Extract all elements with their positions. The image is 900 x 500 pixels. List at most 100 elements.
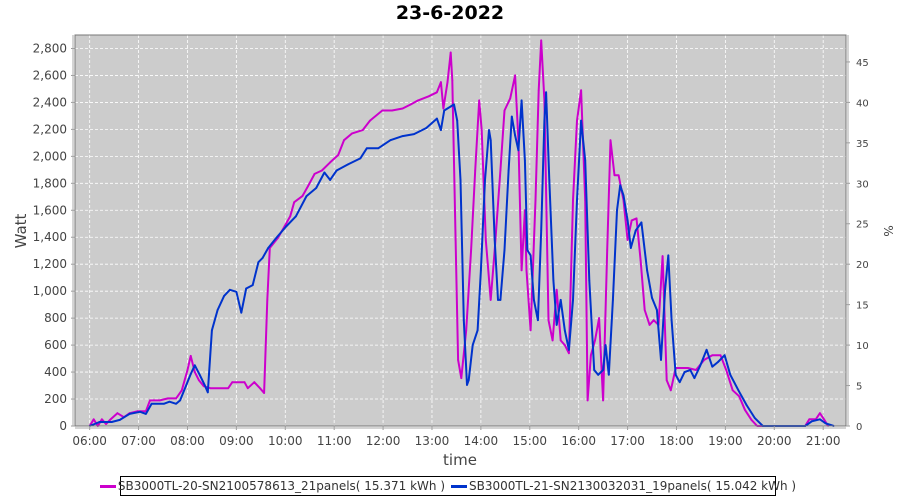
data-point	[206, 391, 209, 394]
data-point	[731, 389, 734, 392]
data-point	[401, 107, 404, 110]
data-point	[640, 221, 643, 224]
y2-tick-label: 35	[856, 139, 869, 150]
y-tick-label: 800	[44, 311, 67, 325]
data-point	[602, 399, 605, 402]
data-point	[193, 371, 196, 373]
data-point	[510, 115, 513, 118]
data-point	[525, 269, 528, 272]
y2-tick-label: 0	[856, 422, 862, 433]
data-point	[266, 299, 269, 301]
data-point	[459, 179, 462, 181]
data-point	[819, 412, 821, 415]
data-point	[665, 379, 668, 382]
data-point	[179, 399, 182, 402]
x-tick-label: 19:00	[708, 434, 743, 448]
data-point	[819, 418, 821, 421]
data-point	[499, 299, 502, 301]
data-point	[563, 329, 566, 332]
data-point	[329, 161, 331, 164]
data-point	[484, 239, 487, 241]
data-point	[745, 404, 748, 407]
data-point	[808, 418, 811, 421]
data-point	[470, 249, 472, 251]
data-point	[235, 290, 238, 293]
x-axis-label: time	[443, 451, 477, 469]
data-point	[619, 184, 622, 187]
data-point	[576, 119, 578, 122]
legend-label: SB3000TL-20-SN2100578613_21panels( 15.37…	[117, 479, 445, 493]
data-point	[466, 383, 468, 386]
data-point	[257, 261, 260, 264]
data-point	[526, 249, 529, 251]
data-point	[253, 381, 256, 384]
data-point	[413, 133, 415, 135]
data-point	[689, 369, 692, 371]
data-point	[622, 194, 625, 197]
data-point	[401, 135, 404, 138]
data-point	[604, 344, 607, 347]
data-point	[197, 379, 200, 382]
data-point	[162, 402, 165, 405]
data-point	[462, 319, 465, 322]
data-point	[609, 139, 612, 142]
data-point	[584, 159, 587, 162]
legend: SB3000TL-20-SN2100578613_21panels( 15.37…	[99, 476, 796, 496]
data-point	[149, 399, 151, 402]
y-tick-label: 2,400	[33, 95, 67, 109]
data-point	[321, 169, 323, 172]
data-point	[555, 288, 558, 291]
data-point	[240, 311, 243, 314]
data-point	[369, 119, 371, 122]
data-point	[359, 157, 362, 160]
data-point	[597, 373, 600, 376]
data-point	[540, 229, 543, 232]
data-point	[116, 412, 119, 415]
data-point	[186, 369, 189, 371]
data-point	[435, 117, 438, 120]
data-point	[476, 329, 479, 332]
data-point	[150, 402, 153, 405]
data-point	[189, 354, 192, 357]
data-point	[567, 352, 570, 355]
x-tick-label: 18:00	[659, 434, 694, 448]
data-point	[211, 329, 213, 332]
data-point	[323, 171, 326, 174]
data-point	[750, 419, 753, 421]
data-point	[509, 97, 512, 100]
data-point	[660, 359, 662, 361]
data-point	[301, 195, 304, 198]
data-point	[602, 369, 605, 371]
data-point	[639, 259, 642, 262]
data-point	[626, 219, 629, 222]
data-point	[184, 385, 187, 388]
data-point	[443, 109, 446, 112]
data-point	[453, 103, 455, 106]
data-point	[449, 105, 452, 108]
gridlines	[75, 35, 846, 426]
data-point	[329, 179, 331, 181]
data-point	[231, 381, 234, 384]
data-point	[493, 239, 496, 241]
y-tick-label: 1,600	[33, 203, 67, 217]
data-point	[532, 299, 535, 301]
data-point	[824, 422, 827, 425]
data-point	[305, 195, 308, 198]
data-point	[693, 377, 696, 380]
data-point	[497, 299, 499, 301]
data-point	[105, 423, 107, 425]
data-point	[246, 387, 249, 390]
data-point	[652, 319, 655, 322]
data-point	[580, 119, 583, 122]
data-point	[744, 408, 746, 411]
x-tick-label: 06:00	[72, 434, 107, 448]
x-tick-label: 07:00	[121, 434, 156, 448]
data-point	[678, 381, 681, 384]
y-tick-label: 2,000	[33, 149, 67, 163]
data-point	[661, 255, 664, 258]
data-point	[180, 389, 183, 392]
data-point	[267, 247, 270, 249]
data-point	[699, 365, 702, 367]
x-tick-label: 15:00	[512, 434, 547, 448]
data-point	[456, 119, 459, 122]
